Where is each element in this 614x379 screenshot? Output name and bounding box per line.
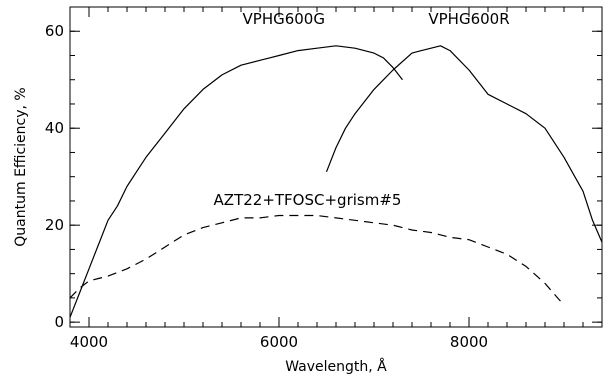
y-axis-ticks: 0 20 40 60 xyxy=(45,6,602,331)
y-tick-label: 60 xyxy=(45,22,64,40)
series-line-vphg600g xyxy=(69,45,403,318)
x-axis-label: Wavelength, Å xyxy=(285,358,387,375)
y-tick-label: 40 xyxy=(45,119,64,137)
plot-frame xyxy=(69,6,603,328)
x-tick-label: 6000 xyxy=(260,333,298,351)
y-tick-label: 0 xyxy=(54,313,64,331)
y-tick-label: 20 xyxy=(45,216,64,234)
series-line-azt22-tfosc-grism-5 xyxy=(69,214,565,306)
curve-annotation: VPHG600G xyxy=(243,10,325,28)
x-tick-label: 8000 xyxy=(450,333,488,351)
curve-annotation: AZT22+TFOSC+grism#5 xyxy=(214,191,402,209)
series-lines xyxy=(69,45,603,318)
series-line-vphg600r xyxy=(325,45,603,243)
y-axis-label: Quantum Efficiency, % xyxy=(13,87,29,246)
curve-annotations: VPHG600G VPHG600R AZT22+TFOSC+grism#5 xyxy=(214,10,510,209)
x-tick-label: 4000 xyxy=(70,333,108,351)
curve-annotation: VPHG600R xyxy=(428,10,509,28)
x-axis-ticks: 4000 6000 8000 xyxy=(69,7,603,351)
